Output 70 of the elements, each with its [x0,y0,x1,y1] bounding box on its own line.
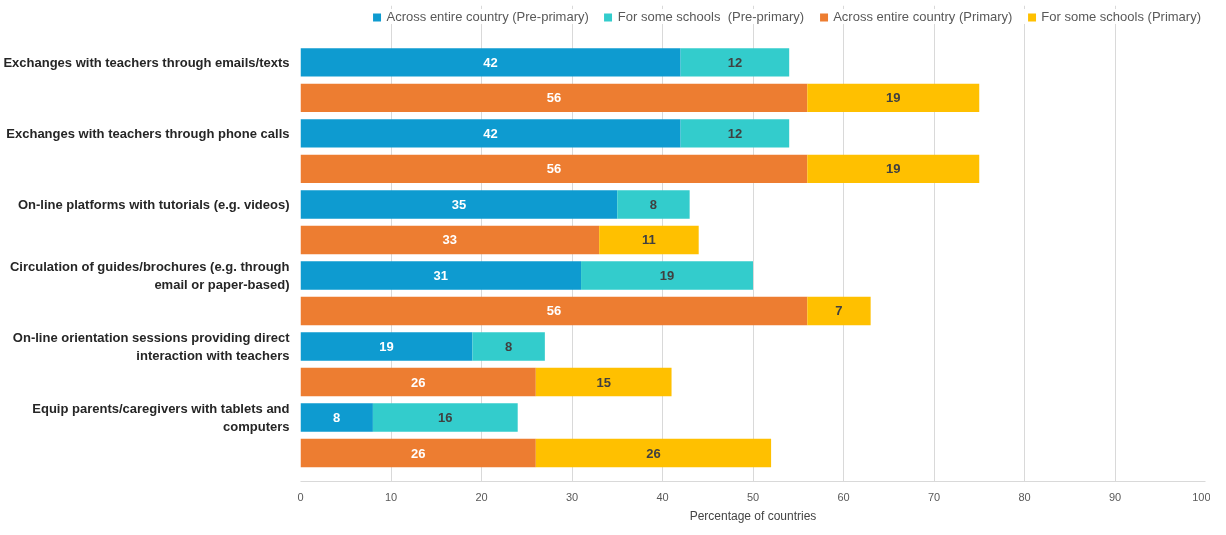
x-tick-label: 30 [565,490,579,503]
data-label: 56 [546,161,562,177]
data-label: 19 [886,161,901,177]
bar [300,225,600,255]
bar [535,367,672,397]
data-label: 56 [546,90,562,106]
data-label: 15 [596,374,611,390]
bar [300,438,536,468]
bar [680,48,790,77]
data-label: 8 [649,196,658,212]
bar [300,119,681,148]
y-tick-label: Exchanges with teachers through emails/texts [3,54,290,70]
legend-label: For some schools (Primary) [1041,9,1201,24]
y-tick-label: Exchanges with teachers through phone calls [6,125,290,141]
data-label: 12 [727,54,743,70]
data-label: 42 [483,125,498,141]
x-tick-label: 70 [927,490,941,503]
bar [535,438,772,468]
bar [372,403,518,432]
x-tick-label: 40 [656,490,669,503]
x-tick-label: 60 [837,490,850,503]
data-label: 7 [835,303,843,319]
bar [599,225,699,255]
bar [300,190,618,219]
x-tick-label: 20 [475,490,488,503]
data-label: 31 [433,267,449,283]
data-label: 26 [410,445,426,461]
bar [300,48,681,77]
data-label: 8 [333,410,341,426]
data-label: 12 [727,125,743,141]
x-tick-label: 50 [746,490,760,503]
bar [300,154,808,184]
data-label: 26 [646,445,661,461]
data-label: 19 [886,90,901,106]
bar [300,83,808,113]
bar [472,332,545,361]
bar [300,261,582,290]
data-label: 56 [546,303,562,319]
x-tick-label: 90 [1108,490,1122,503]
legend-label: Across entire country (Pre-primary) [386,9,589,24]
bar [617,190,690,219]
data-label: 35 [451,196,467,212]
bar [300,403,373,432]
data-label: 26 [410,374,426,390]
bar [807,154,980,184]
legend-label: Across entire country (Primary) [833,9,1013,24]
y-tick-label: On-line platforms with tutorials (e.g. videos) [17,196,290,212]
y-tick-label: Equip parents/caregivers with tablets and computers [32,401,290,435]
bar [581,261,753,290]
legend-label: For some schools (Pre-primary) [617,9,805,24]
x-tick-label: 80 [1018,490,1031,503]
bar [807,296,871,326]
bar [300,296,808,326]
data-label: 8 [505,339,513,355]
bar [680,119,790,148]
bar [300,367,536,397]
data-label: 16 [438,410,453,426]
bar [300,332,473,361]
x-tick-label: 0 [297,490,304,503]
data-label: 42 [483,54,498,70]
data-label: 33 [442,232,458,248]
x-axis-title: Percentage of countries [689,508,817,523]
bar [807,83,980,113]
y-tick-label: On-line orientation sessions providing direct interaction with teachers [12,330,291,364]
y-tick-label: Circulation of guides/brochures (e.g. through email or paper-based) [9,258,290,292]
data-label: 19 [659,267,675,283]
data-label: 19 [379,339,394,355]
data-label: 11 [642,232,656,248]
x-tick-label: 100 [1192,490,1211,503]
x-tick-label: 10 [384,490,398,503]
